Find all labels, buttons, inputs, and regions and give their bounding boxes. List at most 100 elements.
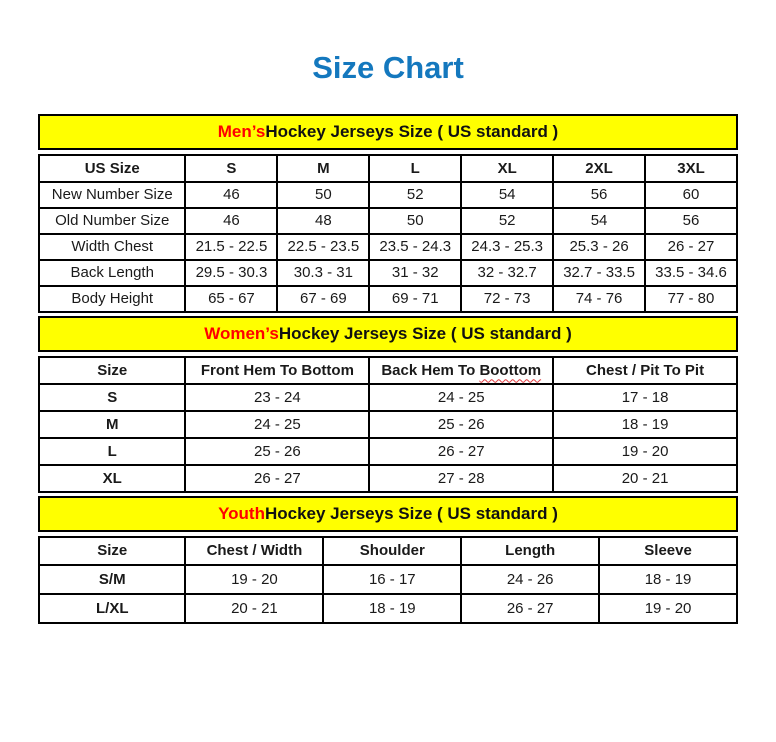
row-label: L (37, 436, 187, 466)
size-value: 27 - 28 (368, 463, 555, 493)
size-value: 25 - 26 (184, 436, 371, 466)
column-header: Chest / Pit To Pit (552, 355, 738, 385)
misspelled-word: Boottom (479, 361, 542, 379)
size-value: 74 - 76 (552, 284, 647, 313)
size-value: 18 - 19 (598, 563, 738, 595)
size-value: 50 (368, 206, 463, 235)
size-value: 21.5 - 22.5 (184, 232, 279, 261)
size-value: 26 - 27 (184, 463, 371, 493)
row-label: M (37, 409, 187, 439)
table-row: New Number Size 46 50 52 54 56 60 (37, 180, 738, 209)
row-label: Width Chest (37, 232, 187, 261)
size-value: 24 - 25 (184, 409, 371, 439)
column-header: Sleeve (598, 535, 738, 566)
table-row: XL 26 - 27 27 - 28 20 - 21 (37, 463, 738, 493)
table-row: L/XL 20 - 21 18 - 19 26 - 27 19 - 20 (37, 592, 738, 624)
size-value: 52 (368, 180, 463, 209)
table-row: M 24 - 25 25 - 26 18 - 19 (37, 409, 738, 439)
size-value: 50 (276, 180, 371, 209)
size-value: 26 - 27 (368, 436, 555, 466)
size-value: 72 - 73 (460, 284, 555, 313)
youth-size-table: Size Chest / Width Shoulder Length Sleeve S/M… (37, 535, 738, 624)
column-header: US Size (37, 153, 187, 183)
column-header: 2XL (552, 153, 647, 183)
row-label: L/XL (37, 592, 187, 624)
column-header: Chest / Width (184, 535, 325, 566)
row-label: Old Number Size (37, 206, 187, 235)
size-value: 60 (644, 180, 738, 209)
column-header: XL (460, 153, 555, 183)
size-value: 26 - 27 (644, 232, 738, 261)
womens-size-table: Size Front Hem To Bottom Back Hem To Boott… (37, 355, 738, 493)
size-value: 20 - 21 (184, 592, 325, 624)
size-value: 19 - 20 (552, 436, 738, 466)
size-value: 48 (276, 206, 371, 235)
column-header: 3XL (644, 153, 738, 183)
mens-section: Men’s Hockey Jerseys Size ( US standard … (37, 113, 738, 313)
table-row: S 23 - 24 24 - 25 17 - 18 (37, 382, 738, 412)
womens-banner-highlight: Women’s (204, 323, 279, 343)
size-value: 52 (460, 206, 555, 235)
size-value: 17 - 18 (552, 382, 738, 412)
header-row: Size Chest / Width Shoulder Length Sleeve (37, 535, 738, 566)
mens-banner-highlight: Men’s (217, 121, 266, 141)
column-header: Back Hem To Boottom (368, 355, 555, 385)
column-header: Front Hem To Bottom (184, 355, 371, 385)
size-value: 19 - 20 (598, 592, 738, 624)
page-title: Size Chart (312, 50, 464, 85)
size-value: 24.3 - 25.3 (460, 232, 555, 261)
size-value: 56 (552, 180, 647, 209)
size-value: 46 (184, 180, 279, 209)
size-value: 54 (552, 206, 647, 235)
youth-section: Youth Hockey Jerseys Size ( US standard … (37, 495, 738, 624)
header-row: Size Front Hem To Bottom Back Hem To Boott… (37, 355, 738, 385)
table-row: Body Height 65 - 67 67 - 69 69 - 71 72 - 73 7… (37, 284, 738, 313)
column-header: M (276, 153, 371, 183)
size-value: 25 - 26 (368, 409, 555, 439)
size-value: 22.5 - 23.5 (276, 232, 371, 261)
table-row: L 25 - 26 26 - 27 19 - 20 (37, 436, 738, 466)
row-label: S (37, 382, 187, 412)
size-value: 23.5 - 24.3 (368, 232, 463, 261)
size-value: 67 - 69 (276, 284, 371, 313)
size-value: 29.5 - 30.3 (184, 258, 279, 287)
size-chart-page: Size Chart Men’s Hockey Jerseys Size ( U… (0, 50, 776, 624)
mens-size-table: US Size S M L XL 2XL 3XL New Number Size 46 50 52 5… (37, 153, 738, 313)
row-label: XL (37, 463, 187, 493)
size-value: 32 - 32.7 (460, 258, 555, 287)
column-header: Size (37, 355, 187, 385)
size-value: 31 - 32 (368, 258, 463, 287)
size-value: 24 - 25 (368, 382, 555, 412)
row-label: S/M (37, 563, 187, 595)
mens-section-banner: Men’s Hockey Jerseys Size ( US standard … (38, 113, 738, 150)
size-value: 33.5 - 34.6 (644, 258, 738, 287)
column-header: L (368, 153, 463, 183)
size-value: 69 - 71 (368, 284, 463, 313)
size-value: 16 - 17 (322, 563, 463, 595)
table-row: S/M 19 - 20 16 - 17 24 - 26 18 - 19 (37, 563, 738, 595)
size-value: 26 - 27 (460, 592, 601, 624)
column-header: S (184, 153, 279, 183)
size-value: 19 - 20 (184, 563, 325, 595)
womens-banner-text: Hockey Jerseys Size ( US standard ) (278, 323, 572, 343)
size-value: 18 - 19 (322, 592, 463, 624)
column-header: Size (37, 535, 187, 566)
size-value: 25.3 - 26 (552, 232, 647, 261)
mens-banner-text: Hockey Jerseys Size ( US standard ) (265, 121, 559, 141)
size-value: 54 (460, 180, 555, 209)
column-header: Length (460, 535, 601, 566)
youth-banner-highlight: Youth (218, 503, 265, 523)
youth-banner-text: Hockey Jerseys Size ( US standard ) (264, 503, 558, 523)
row-label: Body Height (37, 284, 187, 313)
womens-section-banner: Women’s Hockey Jerseys Size ( US standar… (38, 315, 738, 352)
size-value: 56 (644, 206, 738, 235)
column-header: Shoulder (322, 535, 463, 566)
header-row: US Size S M L XL 2XL 3XL (37, 153, 738, 183)
size-value: 32.7 - 33.5 (552, 258, 647, 287)
size-chart: Men’s Hockey Jerseys Size ( US standard … (37, 113, 738, 624)
table-row: Old Number Size 46 48 50 52 54 56 (37, 206, 738, 235)
size-value: 24 - 26 (460, 563, 601, 595)
size-value: 23 - 24 (184, 382, 371, 412)
size-value: 20 - 21 (552, 463, 738, 493)
row-label: New Number Size (37, 180, 187, 209)
